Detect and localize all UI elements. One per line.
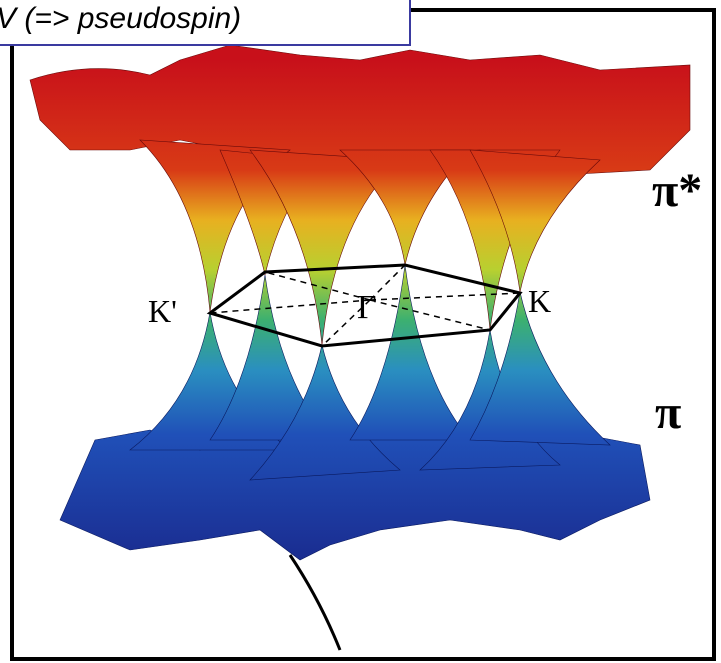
- caption: V (=> pseudospin): [0, 2, 241, 35]
- gamma-label: Γ: [357, 289, 377, 326]
- pi-star-label: π*: [652, 164, 702, 217]
- k-label: K: [528, 283, 551, 319]
- figure: K' Γ K π* π V (=> pseudospin): [0, 0, 721, 663]
- pi-label: π: [655, 386, 681, 439]
- k-prime-label: K': [148, 293, 177, 329]
